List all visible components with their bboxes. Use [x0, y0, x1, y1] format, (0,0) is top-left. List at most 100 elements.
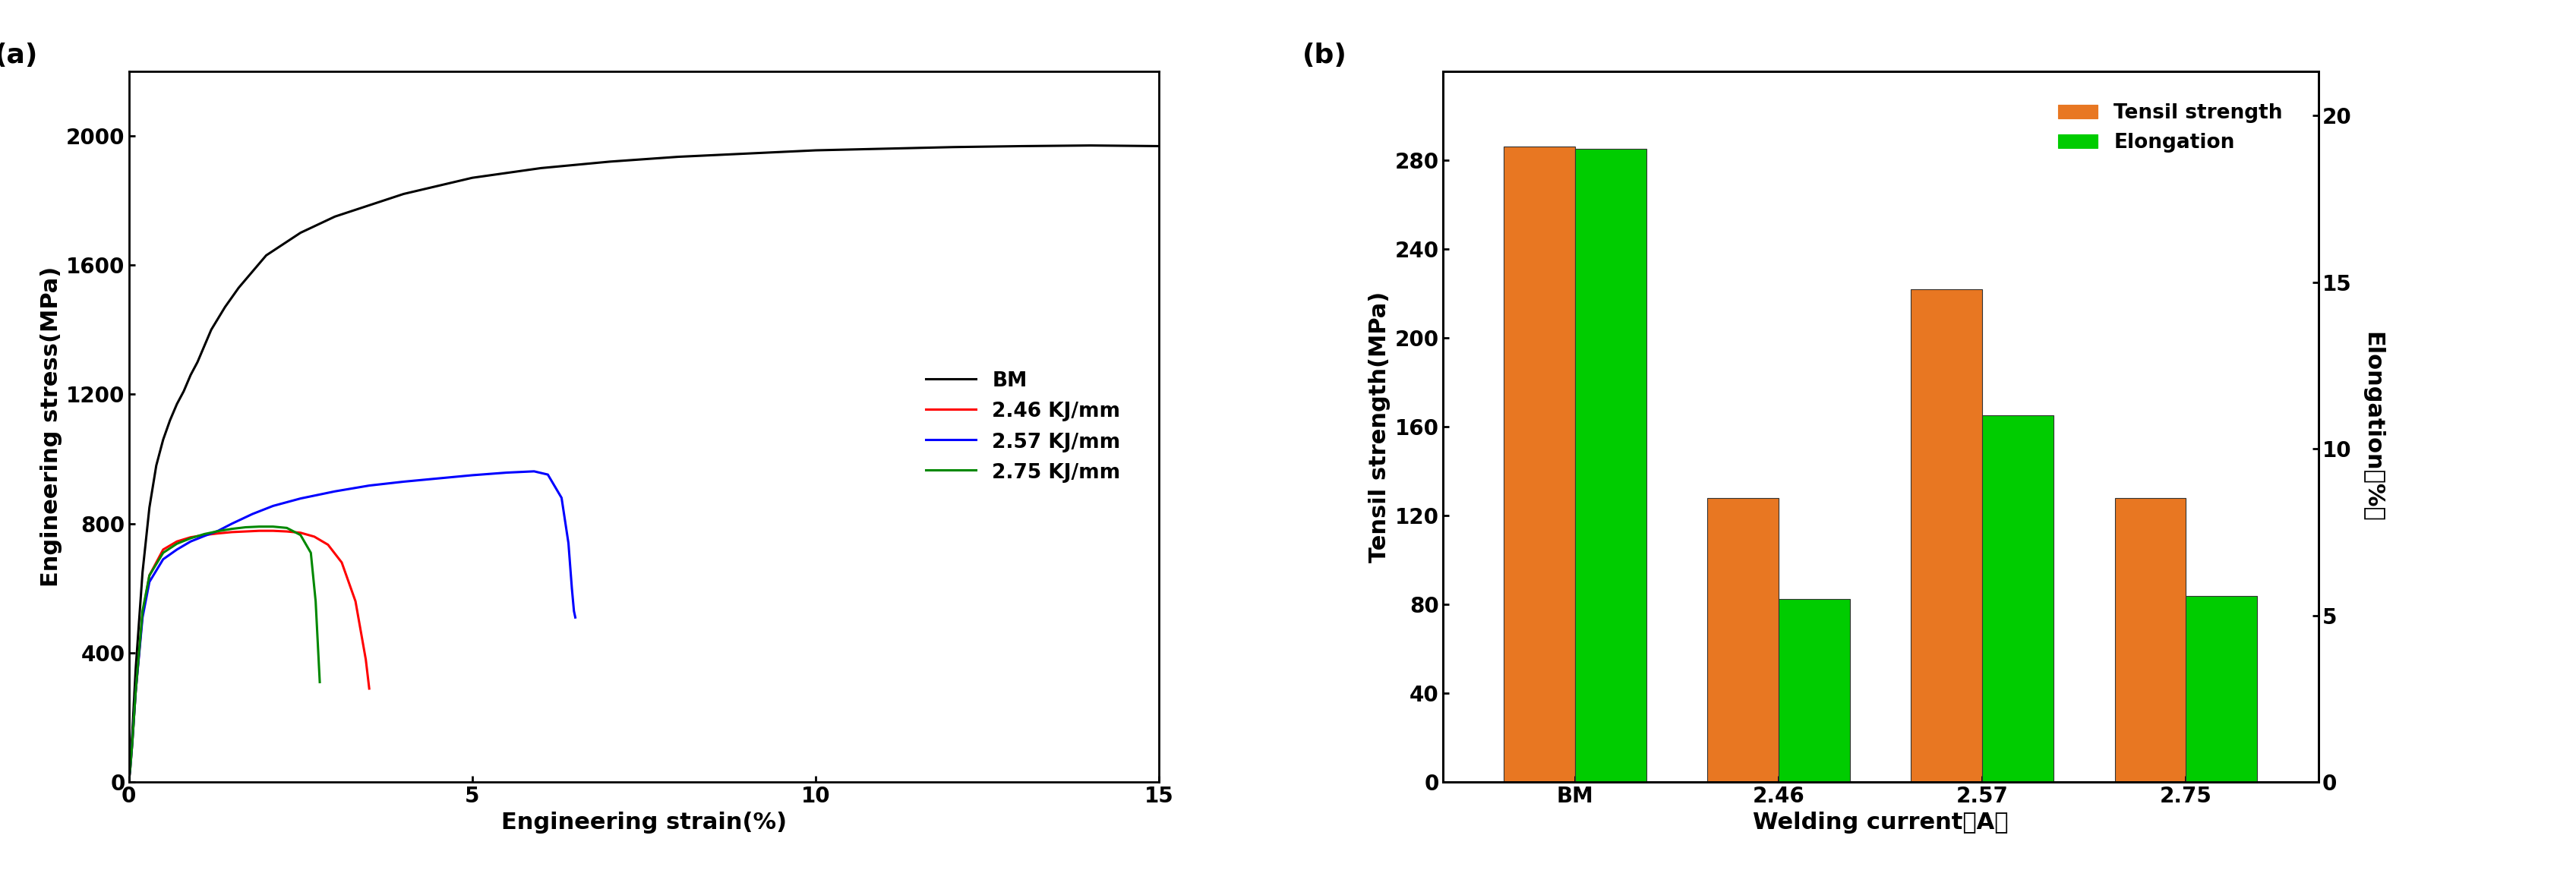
2.57 KJ/mm	[116, 764, 147, 774]
2.75 KJ/mm	[121, 686, 152, 697]
Legend: BM, 2.46 KJ/mm, 2.57 KJ/mm, 2.75 KJ/mm: BM, 2.46 KJ/mm, 2.57 KJ/mm, 2.75 KJ/mm	[917, 363, 1128, 491]
Bar	[2187, 596, 2257, 782]
2.57 KJ/mm	[126, 613, 157, 623]
2.57 KJ/mm	[237, 509, 268, 519]
2.75 KJ/mm	[188, 529, 219, 540]
2.75 KJ/mm	[296, 548, 327, 558]
2.46 KJ/mm	[312, 540, 343, 550]
Y-axis label: Tensil strength(MPa): Tensil strength(MPa)	[1368, 291, 1391, 563]
2.75 KJ/mm	[258, 521, 289, 532]
2.46 KJ/mm	[216, 527, 247, 538]
2.75 KJ/mm	[147, 548, 178, 558]
2.57 KJ/mm	[492, 468, 523, 478]
2.46 KJ/mm	[116, 738, 147, 749]
2.75 KJ/mm	[301, 596, 332, 606]
BM	[134, 502, 165, 513]
Line: 2.57 KJ/mm: 2.57 KJ/mm	[129, 471, 574, 782]
2.46 KJ/mm	[350, 654, 381, 665]
Y-axis label: Engineering stress(MPa): Engineering stress(MPa)	[41, 267, 62, 587]
BM	[237, 266, 268, 276]
2.57 KJ/mm	[456, 470, 487, 481]
Bar	[1574, 148, 1646, 782]
BM	[286, 228, 317, 238]
Legend: Tensil strength, Elongation: Tensil strength, Elongation	[2050, 95, 2290, 161]
2.46 KJ/mm	[116, 764, 147, 774]
2.75 KJ/mm	[126, 605, 157, 616]
2.57 KJ/mm	[319, 486, 350, 497]
2.46 KJ/mm	[245, 525, 276, 536]
2.57 KJ/mm	[162, 544, 193, 555]
2.57 KJ/mm	[113, 777, 144, 788]
BM	[162, 399, 193, 410]
2.57 KJ/mm	[546, 493, 577, 503]
Text: (b): (b)	[1303, 43, 1347, 68]
2.75 KJ/mm	[286, 530, 317, 541]
2.75 KJ/mm	[113, 777, 144, 788]
2.57 KJ/mm	[518, 466, 549, 477]
2.57 KJ/mm	[422, 473, 453, 484]
2.46 KJ/mm	[270, 526, 301, 537]
BM	[175, 370, 206, 380]
2.46 KJ/mm	[327, 557, 358, 568]
BM	[868, 143, 899, 154]
BM	[801, 145, 832, 156]
BM	[1074, 140, 1105, 151]
2.46 KJ/mm	[175, 532, 206, 542]
BM	[188, 340, 219, 351]
2.75 KJ/mm	[216, 524, 247, 534]
BM	[209, 301, 240, 312]
2.57 KJ/mm	[216, 518, 247, 529]
2.75 KJ/mm	[204, 525, 234, 536]
BM	[116, 728, 147, 739]
BM	[155, 415, 185, 426]
BM	[456, 172, 487, 183]
2.75 KJ/mm	[304, 677, 335, 687]
2.57 KJ/mm	[258, 501, 289, 511]
Line: 2.75 KJ/mm: 2.75 KJ/mm	[129, 526, 319, 782]
BM	[526, 163, 556, 173]
Y-axis label: Elongation（%）: Elongation（%）	[2362, 332, 2383, 522]
Text: (a): (a)	[0, 43, 39, 68]
BM	[595, 156, 626, 167]
2.46 KJ/mm	[353, 684, 384, 694]
BM	[121, 664, 152, 675]
Line: BM: BM	[129, 146, 1159, 782]
2.75 KJ/mm	[270, 523, 301, 533]
2.57 KJ/mm	[175, 536, 206, 547]
2.57 KJ/mm	[556, 583, 587, 594]
2.46 KJ/mm	[286, 527, 317, 538]
2.57 KJ/mm	[188, 531, 219, 541]
2.75 KJ/mm	[162, 539, 193, 549]
2.46 KJ/mm	[126, 609, 157, 620]
2.46 KJ/mm	[147, 544, 178, 555]
2.46 KJ/mm	[340, 596, 371, 606]
2.57 KJ/mm	[116, 738, 147, 749]
BM	[196, 324, 227, 335]
BM	[938, 141, 969, 152]
2.46 KJ/mm	[134, 570, 165, 581]
BM	[732, 148, 762, 159]
2.57 KJ/mm	[554, 538, 585, 549]
2.57 KJ/mm	[286, 493, 317, 504]
2.75 KJ/mm	[229, 522, 260, 533]
2.46 KJ/mm	[121, 686, 152, 697]
BM	[147, 435, 178, 445]
2.46 KJ/mm	[258, 525, 289, 536]
2.75 KJ/mm	[116, 738, 147, 749]
BM	[142, 461, 173, 471]
2.57 KJ/mm	[559, 605, 590, 616]
Bar	[1911, 289, 1984, 782]
Bar	[1984, 415, 2053, 782]
2.57 KJ/mm	[389, 477, 420, 487]
Bar	[1777, 599, 1850, 782]
Bar	[1504, 147, 1574, 782]
2.75 KJ/mm	[116, 764, 147, 774]
X-axis label: Welding current（A）: Welding current（A）	[1752, 812, 2009, 834]
BM	[183, 356, 214, 367]
2.57 KJ/mm	[134, 577, 165, 588]
2.57 KJ/mm	[559, 613, 590, 623]
BM	[389, 188, 420, 199]
2.57 KJ/mm	[353, 480, 384, 491]
BM	[662, 151, 693, 162]
Bar	[2115, 498, 2187, 782]
